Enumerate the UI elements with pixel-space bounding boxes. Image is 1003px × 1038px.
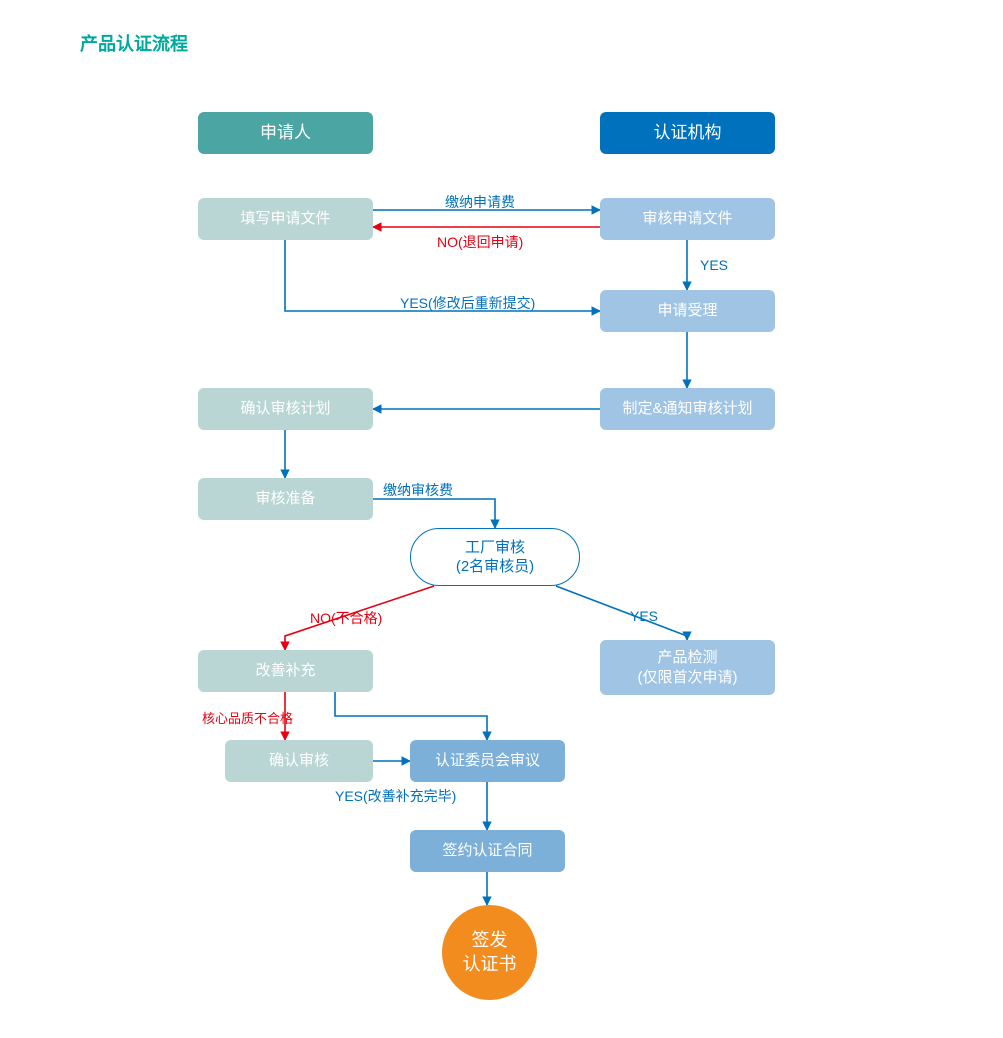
node-factory: 工厂审核 (2名审核员) bbox=[410, 528, 580, 586]
node-hdr_applicant: 申请人 bbox=[198, 112, 373, 154]
edge-label: YES bbox=[700, 257, 728, 273]
edges-layer bbox=[0, 0, 1003, 1038]
edge-label: YES(改善补充完毕) bbox=[335, 786, 456, 806]
page-title: 产品认证流程 bbox=[80, 30, 188, 56]
edge-label: NO(不合格) bbox=[310, 608, 382, 628]
edge-label: 缴纳审核费 bbox=[383, 480, 453, 500]
node-issue: 签发 认证书 bbox=[442, 905, 537, 1000]
node-plan_make: 制定&通知审核计划 bbox=[600, 388, 775, 430]
node-hdr_agency: 认证机构 bbox=[600, 112, 775, 154]
node-review_app: 审核申请文件 bbox=[600, 198, 775, 240]
node-prepare: 审核准备 bbox=[198, 478, 373, 520]
edge-label: YES(修改后重新提交) bbox=[400, 293, 535, 313]
node-plan_confirm: 确认审核计划 bbox=[198, 388, 373, 430]
flow-edge bbox=[373, 499, 495, 528]
node-committee: 认证委员会审议 bbox=[410, 740, 565, 782]
flow-edge bbox=[556, 586, 687, 640]
edge-label: 核心品质不合格 bbox=[202, 708, 293, 727]
edge-label: 缴纳申请费 bbox=[445, 192, 515, 212]
node-contract: 签约认证合同 bbox=[410, 830, 565, 872]
node-fill_app: 填写申请文件 bbox=[198, 198, 373, 240]
edge-label: YES bbox=[630, 608, 658, 624]
node-confirm_audit: 确认审核 bbox=[225, 740, 373, 782]
edge-label: NO(退回申请) bbox=[437, 232, 523, 252]
node-product_test: 产品检测 (仅限首次申请) bbox=[600, 640, 775, 695]
flow-edge bbox=[335, 692, 487, 740]
node-improve: 改善补充 bbox=[198, 650, 373, 692]
node-accept: 申请受理 bbox=[600, 290, 775, 332]
